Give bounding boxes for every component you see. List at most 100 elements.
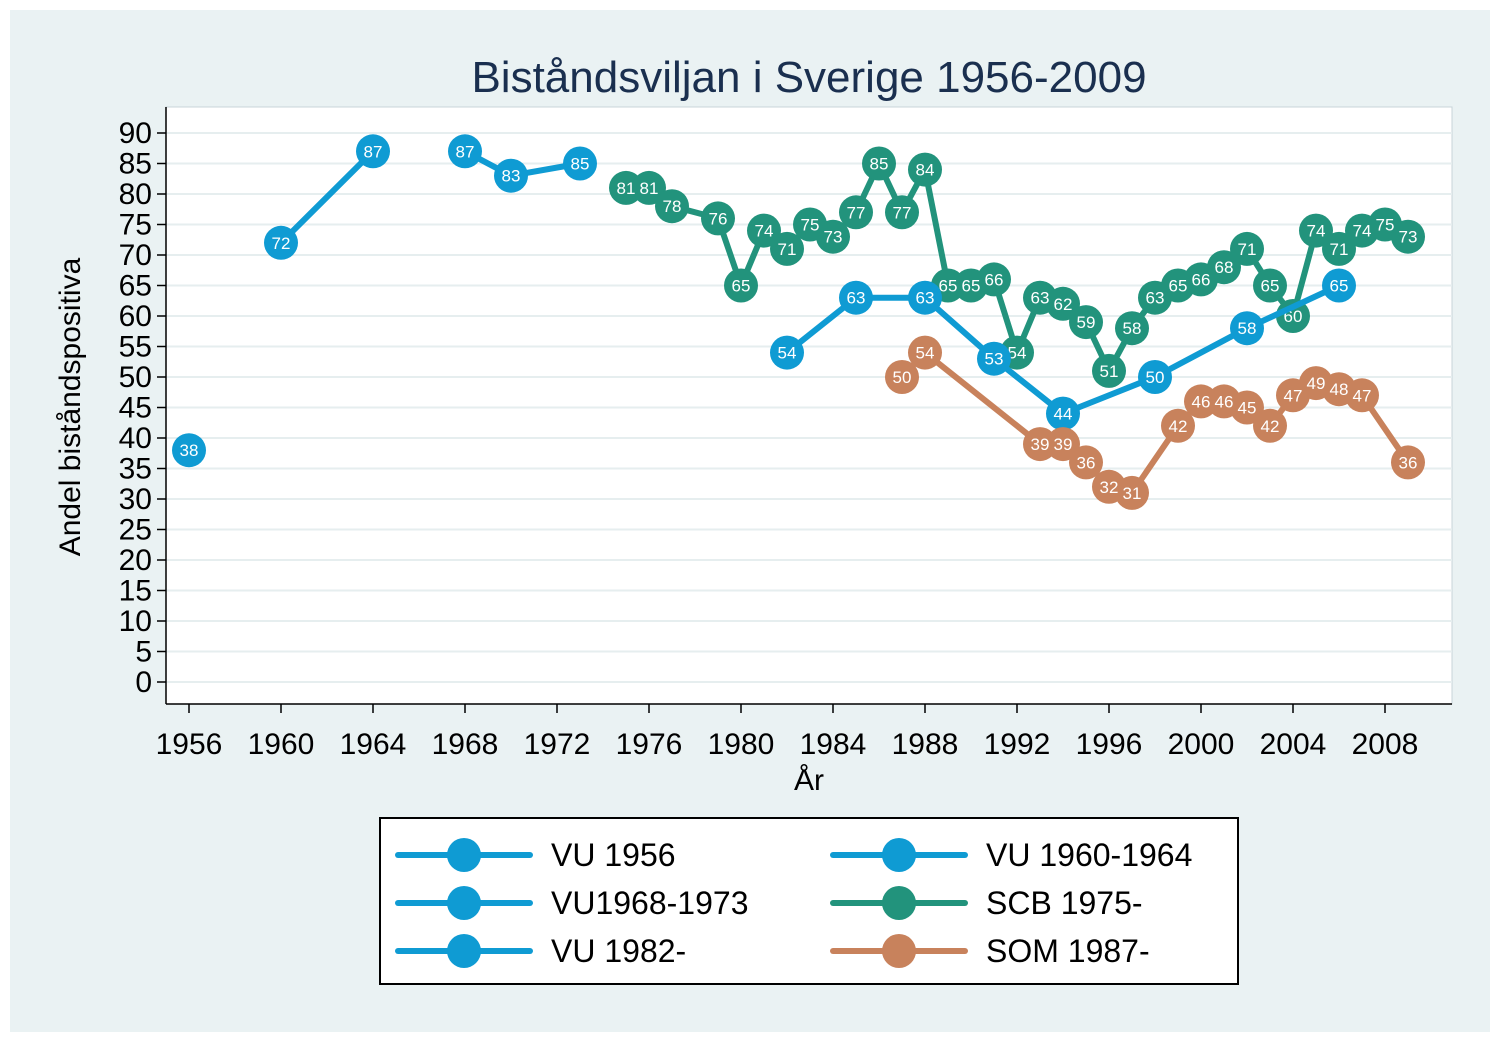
- series-vu1968-1973: 87 83 85: [448, 134, 597, 193]
- data-point: [1391, 445, 1425, 480]
- y-tick-label: 65: [119, 270, 152, 303]
- data-point: [1046, 286, 1080, 321]
- y-tick-label: 45: [119, 392, 152, 425]
- x-tick-label: 1992: [984, 728, 1051, 761]
- data-point: [885, 360, 919, 394]
- y-axis-label: Andel biståndspositiva: [54, 257, 87, 556]
- data-point: [839, 195, 873, 230]
- data-label: 58: [1238, 319, 1257, 338]
- data-label: 65: [939, 277, 958, 296]
- data-point: [977, 341, 1011, 376]
- legend-marker: [882, 886, 916, 920]
- legend-item: VU 1956: [395, 837, 676, 873]
- data-label: 65: [732, 277, 751, 296]
- data-label: 31: [1123, 484, 1142, 503]
- data-label: 76: [709, 209, 728, 228]
- data-point: [1322, 231, 1356, 266]
- legend-item: VU1968-1973: [395, 885, 748, 921]
- y-tick-label: 30: [119, 483, 152, 516]
- data-label: 74: [1307, 222, 1326, 241]
- x-tick-label: 1984: [800, 728, 867, 761]
- data-label: 78: [663, 197, 682, 216]
- data-point: [1230, 311, 1264, 346]
- y-tick-label: 25: [119, 514, 152, 547]
- data-label: 59: [1077, 313, 1096, 332]
- data-label: 47: [1353, 386, 1372, 405]
- data-label: 51: [1100, 362, 1119, 381]
- data-label: 85: [571, 155, 590, 174]
- legend-label: VU 1960-1964: [986, 837, 1192, 873]
- legend-marker: [882, 838, 916, 872]
- data-label: 42: [1169, 417, 1188, 436]
- data-point: [908, 280, 942, 315]
- data-point: [655, 189, 689, 224]
- x-tick-label: 1980: [708, 728, 775, 761]
- data-point: [1092, 353, 1126, 388]
- data-point: [1230, 231, 1264, 266]
- data-label: 75: [801, 216, 820, 235]
- x-tick-label: 2004: [1260, 728, 1327, 761]
- data-point: [1115, 311, 1149, 346]
- data-label: 63: [1146, 289, 1165, 308]
- data-point: [1161, 408, 1195, 443]
- x-tick-label: 1964: [340, 728, 407, 761]
- data-label: 81: [617, 179, 636, 198]
- data-point: [448, 134, 482, 169]
- data-label: 38: [180, 441, 199, 460]
- y-tick-label: 55: [119, 331, 152, 364]
- data-label: 36: [1077, 453, 1096, 472]
- y-tick-label: 60: [119, 300, 152, 333]
- data-point: [908, 335, 942, 370]
- data-point: [724, 268, 758, 303]
- x-tick-label: 2000: [1168, 728, 1235, 761]
- data-label: 46: [1192, 392, 1211, 411]
- data-label: 39: [1031, 435, 1050, 454]
- data-label: 83: [502, 167, 521, 186]
- data-label: 54: [778, 344, 797, 363]
- x-tick-label: 1976: [616, 728, 683, 761]
- data-label: 75: [1376, 216, 1395, 235]
- data-label: 42: [1261, 417, 1280, 436]
- legend-marker: [447, 934, 481, 968]
- data-label: 84: [916, 161, 935, 180]
- data-label: 66: [985, 270, 1004, 289]
- y-tick-label: 40: [119, 422, 152, 455]
- data-point: [1207, 250, 1241, 285]
- data-point: [632, 170, 666, 205]
- data-point: [977, 262, 1011, 297]
- data-point: [172, 433, 206, 468]
- data-label: 32: [1100, 478, 1119, 497]
- data-point: [1046, 427, 1080, 462]
- data-point: [1322, 268, 1356, 303]
- data-label: 87: [456, 142, 475, 161]
- data-label: 72: [272, 234, 291, 253]
- y-tick-label: 50: [119, 361, 152, 394]
- data-label: 39: [1054, 435, 1073, 454]
- y-tick-label: 80: [119, 178, 152, 211]
- data-label: 54: [1008, 344, 1027, 363]
- data-label: 85: [870, 155, 889, 174]
- data-point: [885, 195, 919, 230]
- x-tick-label: 1960: [248, 728, 315, 761]
- data-label: 73: [1399, 228, 1418, 247]
- x-tick-label: 2008: [1352, 728, 1419, 761]
- data-label: 50: [1146, 368, 1165, 387]
- data-label: 77: [893, 203, 912, 222]
- data-label: 62: [1054, 295, 1073, 314]
- data-label: 63: [847, 289, 866, 308]
- y-tick-label: 15: [119, 575, 152, 608]
- data-label: 53: [985, 350, 1004, 369]
- x-axis-label: År: [794, 764, 824, 797]
- data-label: 66: [1192, 270, 1211, 289]
- legend-label: VU 1982-: [551, 933, 686, 969]
- data-point: [1069, 305, 1103, 340]
- data-label: 36: [1399, 453, 1418, 472]
- y-tick-label: 10: [119, 605, 152, 638]
- y-tick-label: 35: [119, 453, 152, 486]
- data-label: 71: [1330, 240, 1349, 259]
- legend-marker: [447, 838, 481, 872]
- data-point: [1391, 219, 1425, 254]
